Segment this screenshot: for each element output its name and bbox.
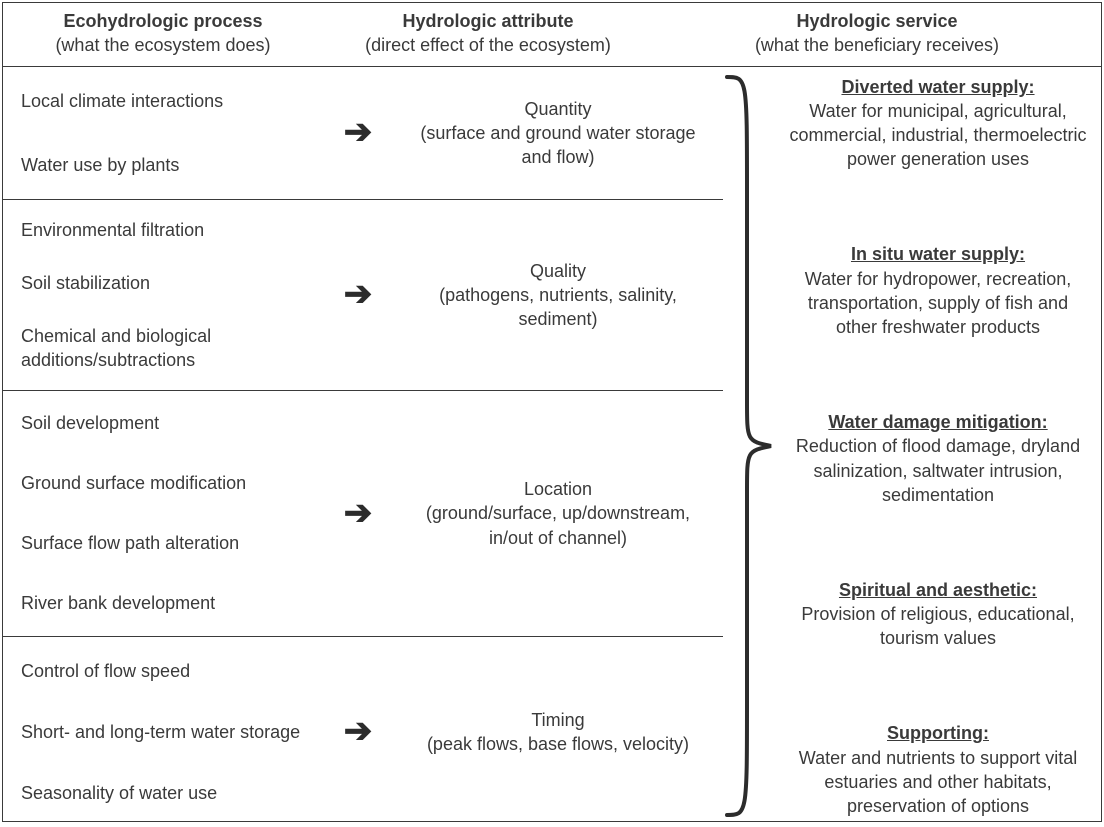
attribute-cell: Quantity (surface and ground water stora…: [393, 77, 723, 190]
process-item: Water use by plants: [21, 153, 317, 177]
header-attribute-sub: (direct effect of the ecosystem): [365, 35, 611, 55]
brace-icon: [723, 67, 783, 827]
attribute-cell: Timing (peak flows, base flows, velocity…: [393, 647, 723, 816]
brace-svg: [719, 71, 779, 821]
row-location: Soil development Ground surface modifica…: [3, 391, 723, 638]
process-item: Surface flow path alteration: [21, 531, 317, 555]
arrow-icon: ➔: [323, 647, 393, 816]
attribute-sub: (peak flows, base flows, velocity): [427, 734, 689, 754]
header-service-title: Hydrologic service: [796, 11, 957, 31]
service-body: Reduction of flood damage, dryland salin…: [787, 434, 1089, 507]
service-title: Spiritual and aesthetic:: [787, 578, 1089, 602]
process-attribute-column: Local climate interactions Water use by …: [3, 67, 723, 827]
attribute-title: Quality: [530, 261, 586, 281]
process-item: Ground surface modification: [21, 471, 317, 495]
service-block: Water damage mitigation: Reduction of fl…: [787, 410, 1089, 507]
header-service-sub: (what the beneficiary receives): [755, 35, 999, 55]
services-column: Diverted water supply: Water for municip…: [783, 67, 1101, 827]
diagram-container: Ecohydrologic process (what the ecosyste…: [2, 2, 1102, 822]
header-process: Ecohydrologic process (what the ecosyste…: [3, 3, 323, 66]
service-block: In situ water supply: Water for hydropow…: [787, 242, 1089, 339]
attribute-title: Location: [524, 479, 592, 499]
process-item: Soil development: [21, 411, 317, 435]
header-process-sub: (what the ecosystem does): [55, 35, 270, 55]
service-block: Spiritual and aesthetic: Provision of re…: [787, 578, 1089, 651]
service-block: Supporting: Water and nutrients to suppo…: [787, 721, 1089, 818]
process-list: Environmental filtration Soil stabilizat…: [3, 210, 323, 379]
process-item: Chemical and biological additions/subtra…: [21, 324, 317, 373]
service-title: Supporting:: [787, 721, 1089, 745]
attribute-title: Quantity: [524, 99, 591, 119]
service-title: In situ water supply:: [787, 242, 1089, 266]
process-item: Control of flow speed: [21, 659, 317, 683]
process-item: Short- and long-term water storage: [21, 720, 317, 744]
header-attribute: Hydrologic attribute (direct effect of t…: [323, 3, 653, 66]
attribute-sub: (pathogens, nutrients, salinity, sedimen…: [439, 285, 677, 329]
service-title: Water damage mitigation:: [787, 410, 1089, 434]
attribute-sub: (surface and ground water storage and fl…: [420, 123, 695, 167]
attribute-title: Timing: [531, 710, 584, 730]
row-timing: Control of flow speed Short- and long-te…: [3, 637, 723, 826]
process-list: Soil development Ground surface modifica…: [3, 401, 323, 627]
service-body: Water for municipal, agricultural, comme…: [787, 99, 1089, 172]
attribute-cell: Location (ground/surface, up/downstream,…: [393, 401, 723, 627]
process-list: Control of flow speed Short- and long-te…: [3, 647, 323, 816]
arrow-icon: ➔: [323, 210, 393, 379]
attribute-sub: (ground/surface, up/downstream, in/out o…: [426, 503, 690, 547]
process-item: Environmental filtration: [21, 218, 317, 242]
header-process-title: Ecohydrologic process: [63, 11, 262, 31]
arrow-icon: ➔: [323, 401, 393, 627]
row-quantity: Local climate interactions Water use by …: [3, 67, 723, 201]
service-body: Provision of religious, educational, tou…: [787, 602, 1089, 651]
process-item: River bank development: [21, 591, 317, 615]
process-list: Local climate interactions Water use by …: [3, 77, 323, 190]
header-service: Hydrologic service (what the beneficiary…: [653, 3, 1101, 66]
process-item: Local climate interactions: [21, 89, 317, 113]
arrow-icon: ➔: [323, 77, 393, 190]
header-attribute-title: Hydrologic attribute: [402, 11, 573, 31]
service-body: Water and nutrients to support vital est…: [787, 746, 1089, 819]
diagram-body: Local climate interactions Water use by …: [3, 67, 1101, 827]
header-row: Ecohydrologic process (what the ecosyste…: [3, 3, 1101, 67]
service-title: Diverted water supply:: [787, 75, 1089, 99]
process-item: Soil stabilization: [21, 271, 317, 295]
service-body: Water for hydropower, recreation, transp…: [787, 267, 1089, 340]
attribute-cell: Quality (pathogens, nutrients, salinity,…: [393, 210, 723, 379]
process-item: Seasonality of water use: [21, 781, 317, 805]
row-quality: Environmental filtration Soil stabilizat…: [3, 200, 723, 390]
service-block: Diverted water supply: Water for municip…: [787, 75, 1089, 172]
